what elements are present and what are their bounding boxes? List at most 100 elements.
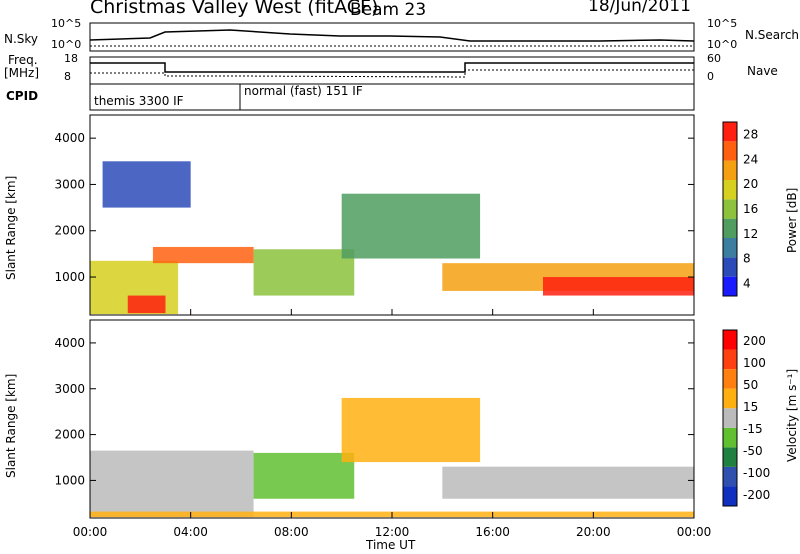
data-region <box>253 249 355 296</box>
velocity-y-axis: 1000 2000 3000 4000 <box>54 336 694 487</box>
colorbar-segment <box>723 141 737 161</box>
colorbar-segment <box>723 180 737 200</box>
colorbar-segment <box>723 160 737 180</box>
freq-unit: [MHz] <box>4 66 40 80</box>
velocity-ylabel: Slant Range [km] <box>4 373 18 478</box>
colorbar-segment <box>723 122 737 142</box>
velocity-panel: 1000 2000 3000 4000 00:00 04:00 08:00 12:00 16:… <box>54 319 712 539</box>
colorbar-tick-label: 24 <box>743 152 758 166</box>
beam-label: Beam 23 <box>350 0 427 20</box>
power-y-axis: 1000 2000 3000 4000 <box>54 131 694 284</box>
colorbar-tick-label: -50 <box>743 444 763 458</box>
power-data <box>90 161 694 315</box>
data-region <box>90 450 254 518</box>
colorbar-segment <box>723 276 737 296</box>
nave-series <box>90 69 694 78</box>
x-tick-label: 00:00 <box>677 525 712 539</box>
colorbar-tick-label: 8 <box>743 252 751 266</box>
colorbar-tick-label: 20 <box>743 177 758 191</box>
colorbar-tick-label: -100 <box>743 466 770 480</box>
freq-tick-bottom: 8 <box>64 70 71 83</box>
data-region <box>152 246 254 264</box>
colorbar-segment <box>723 388 737 409</box>
nsky-tick-top: 10^5 <box>51 17 82 30</box>
freq-label: Freq. <box>8 53 38 67</box>
nsearch-tick-bottom: 10^0 <box>707 38 738 51</box>
y-tick-label: 2000 <box>54 428 85 442</box>
colorbar-segment <box>723 199 737 219</box>
y-tick-label: 4000 <box>54 336 85 350</box>
colorbar-tick-label: 200 <box>743 334 766 348</box>
cpid-panel <box>89 83 695 111</box>
colorbar-frame <box>722 121 738 297</box>
nsky-label: N.Sky <box>4 32 39 46</box>
colorbar-tick-label: -15 <box>743 422 763 436</box>
velocity-colorbar: 200 100 50 15 -15 -50 -100 -200 <box>722 329 770 507</box>
colorbar-tick-label: -200 <box>743 488 770 502</box>
data-region <box>442 466 694 499</box>
y-tick-label: 1000 <box>54 473 85 487</box>
velocity-colorbar-label: Velocity [m s⁻¹] <box>785 368 799 462</box>
colorbar-tick-label: 16 <box>743 202 758 216</box>
nsky-tick-bottom: 10^0 <box>51 38 82 51</box>
colorbar-tick-label: 4 <box>743 277 751 291</box>
x-tick-label: 20:00 <box>576 525 611 539</box>
time-axis-label: Time UT <box>366 538 416 552</box>
y-tick-label: 3000 <box>54 382 85 396</box>
cpid-mode-1: themis 3300 IF <box>94 94 184 108</box>
freq-tick-top: 18 <box>64 52 78 65</box>
y-tick-label: 4000 <box>54 131 85 145</box>
power-panel: 1000 2000 3000 4000 <box>54 114 695 316</box>
x-tick-label: 12:00 <box>375 525 410 539</box>
nsearch-label: N.Search <box>745 28 800 42</box>
colorbar-segment <box>723 369 737 389</box>
colorbar-tick-label: 28 <box>743 127 758 141</box>
colorbar-segment <box>723 330 737 350</box>
colorbar-segment <box>723 466 737 487</box>
colorbar-segment <box>723 427 737 448</box>
power-x-axis <box>89 309 695 315</box>
data-region <box>341 397 481 463</box>
data-region <box>102 161 191 208</box>
nsky-panel <box>89 22 695 52</box>
data-region <box>127 295 166 314</box>
colorbar-tick-label: 12 <box>743 227 758 241</box>
colorbar-segment <box>723 218 737 238</box>
freq-panel <box>89 56 695 85</box>
colorbar-segment <box>723 486 737 506</box>
x-tick-label: 16:00 <box>475 525 510 539</box>
freq-series <box>90 62 694 73</box>
x-tick-label: 08:00 <box>274 525 309 539</box>
power-ylabel: Slant Range [km] <box>4 175 18 280</box>
data-region <box>543 277 694 296</box>
colorbar-segment <box>723 408 737 428</box>
velocity-x-axis: 00:00 04:00 08:00 12:00 16:00 20:00 00:00 <box>73 512 712 539</box>
colorbar-tick-label: 15 <box>743 400 758 414</box>
nsearch-tick-top: 10^5 <box>707 17 738 30</box>
y-tick-label: 3000 <box>54 177 85 191</box>
cpid-label: CPID <box>6 89 39 103</box>
date-label: 18/Jun/2011 <box>588 0 691 16</box>
nave-tick-top: 60 <box>707 52 721 65</box>
nsky-series <box>89 29 695 42</box>
colorbar-segment <box>723 349 737 370</box>
x-tick-label: 00:00 <box>73 525 108 539</box>
station-title: Christmas Valley West (fitACF) <box>90 0 379 18</box>
y-tick-label: 2000 <box>54 224 85 238</box>
data-region <box>341 193 481 259</box>
colorbar-segment <box>723 257 737 277</box>
power-colorbar: 28 24 20 16 12 8 4 <box>722 121 758 297</box>
colorbar-tick-label: 50 <box>743 378 758 392</box>
colorbar-segment <box>723 238 737 258</box>
colorbar-frame <box>722 329 738 507</box>
power-colorbar-label: Power [dB] <box>785 187 799 253</box>
y-tick-label: 1000 <box>54 270 85 284</box>
nave-tick-bottom: 0 <box>707 70 714 83</box>
colorbar-segment <box>723 447 737 467</box>
colorbar-tick-label: 100 <box>743 356 766 370</box>
x-tick-label: 04:00 <box>173 525 208 539</box>
nave-label: Nave <box>747 64 778 78</box>
data-region <box>253 452 355 499</box>
cpid-mode-2: normal (fast) 151 IF <box>244 84 363 98</box>
